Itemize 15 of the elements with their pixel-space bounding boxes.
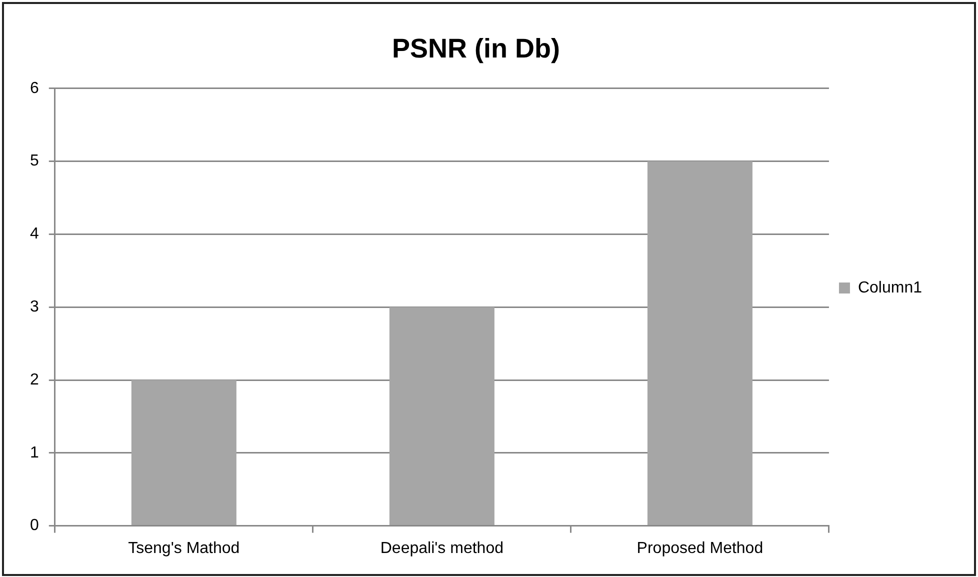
bar <box>389 307 494 526</box>
y-tick-label: 2 <box>30 371 39 388</box>
bar <box>131 380 236 526</box>
y-tick-label: 3 <box>30 298 39 316</box>
bar <box>647 161 752 526</box>
chart-title: PSNR (in Db) <box>392 34 560 64</box>
y-tick-label: 5 <box>30 152 39 170</box>
legend-label: Column1 <box>858 279 922 296</box>
y-tick-label: 4 <box>30 226 39 243</box>
x-tick-label: Proposed Method <box>636 540 764 557</box>
y-tick-label: 1 <box>30 444 39 462</box>
x-tick-label: Deepali's method <box>380 540 504 557</box>
x-tick-label: Tseng's Mathod <box>128 540 240 557</box>
y-tick-label: 6 <box>30 80 39 97</box>
y-tick-label: 0 <box>30 517 39 534</box>
